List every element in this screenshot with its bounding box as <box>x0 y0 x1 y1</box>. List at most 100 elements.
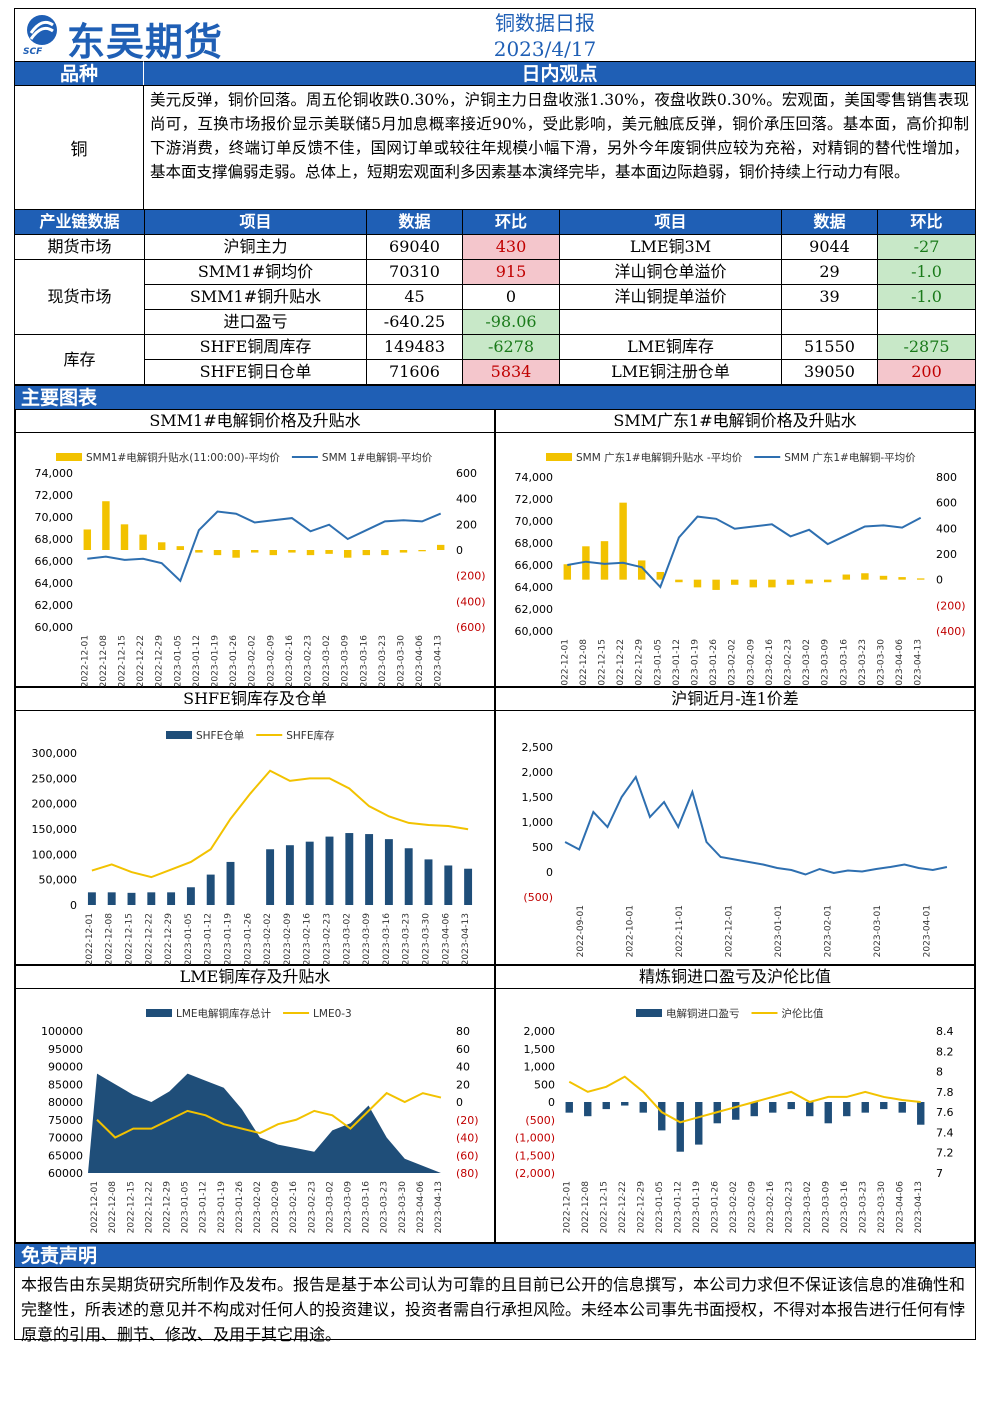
x-tick-label: 2023-01-19 <box>691 639 701 687</box>
hdr-change: 环比 <box>462 209 560 235</box>
value-cell: 71606 <box>366 359 463 385</box>
y-tick-label: 2,500 <box>522 741 554 754</box>
x-tick-label: 2023-04-13 <box>434 635 444 687</box>
bar-mark <box>250 550 259 553</box>
bar-mark <box>167 892 176 905</box>
y2-tick-label: (600) <box>456 621 486 634</box>
bar-mark <box>639 1102 647 1113</box>
y-tick-label: 70000 <box>48 1132 83 1145</box>
group-label: 期货市场 <box>14 234 145 260</box>
report-page: 东吴期货 SCF 铜数据日报 2023/4/17 品种 日内观点 铜 美元反弹，… <box>14 8 976 1344</box>
y-tick-label: 0 <box>548 1096 555 1109</box>
x-tick-label: 2022-12-22 <box>144 1181 154 1233</box>
x-tick-label: 2023-02-09 <box>747 1181 757 1234</box>
bar-mark <box>656 571 665 580</box>
chart-shfe: SHFE仓单 SHFE库存 300,000 250,000 200,000 150,000… <box>32 729 473 965</box>
bar-mark <box>365 834 374 905</box>
y2-tick-label: 800 <box>936 471 957 484</box>
x-tick-label: 2023-02-23 <box>307 1181 317 1233</box>
line-mark <box>96 1091 442 1139</box>
x-tick-label: 2022-12-22 <box>616 639 626 687</box>
y-tick-label: 70,000 <box>515 515 554 528</box>
bar-mark <box>898 1102 906 1113</box>
bar-mark <box>399 550 408 553</box>
x-tick-label: 2023-02-16 <box>289 1181 299 1234</box>
y-tick-label: 2,000 <box>522 766 554 779</box>
bar-mark <box>176 546 185 550</box>
legend-swatch <box>166 731 192 739</box>
legend-label: LME0-3 <box>313 1008 352 1020</box>
bar-mark <box>712 579 720 590</box>
x-tick-label: 2023-01-12 <box>673 1181 683 1233</box>
x-tick-label: 2023-01-19 <box>217 1181 227 1234</box>
x-tick-label: 2023-04-06 <box>416 1181 426 1234</box>
table-row: SMM1#铜升贴水 45 0 洋山铜提单溢价 39 -1.0 <box>15 284 976 310</box>
bar-mark <box>306 550 315 556</box>
y2-tick-label: 400 <box>456 493 477 506</box>
report-title: 铜数据日报 <box>495 11 595 35</box>
bar-mark <box>637 560 646 580</box>
change-cell: -98.06 <box>462 309 560 335</box>
x-tick-label: 2022-12-15 <box>126 1181 136 1233</box>
x-tick-label: 2023-03-30 <box>422 913 432 965</box>
bar-mark <box>127 892 136 905</box>
change-cell: -27 <box>877 234 976 260</box>
y-tick-label: 50,000 <box>39 874 78 887</box>
chart-panel-spread: 沪铜近月-连1价差 2,500 2,000 1,500 1,000 500 0 (500) 2… <box>495 687 975 965</box>
x-tick-label: 2023-02-16 <box>303 913 313 965</box>
legend-label: SHFE仓单 <box>196 729 244 742</box>
chart-panel-lme: LME铜库存及升贴水 LME电解铜库存总计 LME0-3 100000 95000 90… <box>15 965 495 1243</box>
x-tick-label: 2023-03-30 <box>398 1181 408 1234</box>
bar-mark <box>362 550 371 556</box>
area-mark <box>88 1073 450 1173</box>
bar-mark <box>288 550 296 553</box>
x-tick-label: 2022-12-01 <box>80 635 90 687</box>
change-cell: 5834 <box>462 359 560 385</box>
y2-tick-label: 80 <box>456 1025 470 1038</box>
x-tick-label: 2023-01-19 <box>224 913 234 965</box>
x-tick-label: 2023-02-09 <box>746 639 756 687</box>
y-tick-label: 95000 <box>48 1043 83 1056</box>
x-tick-label: 2023-02-09 <box>283 913 293 965</box>
bar-mark <box>157 542 166 550</box>
y-tick-label: (1,000) <box>515 1132 555 1145</box>
y2-tick-label: 200 <box>936 548 957 561</box>
y2-tick-label: 600 <box>456 467 477 480</box>
bar-mark <box>325 550 333 554</box>
charts-header: 主要图表 <box>15 385 975 409</box>
x-tick-label: 2022-12-29 <box>636 1181 646 1234</box>
y2-tick-label: 600 <box>936 497 957 510</box>
hdr-chain: 产业链数据 <box>14 209 145 235</box>
bar-mark <box>749 579 758 588</box>
x-tick-label: 2023-04-01 <box>922 905 932 957</box>
line-mark <box>564 774 948 876</box>
y2-tick-label: 7.4 <box>936 1126 954 1139</box>
value-cell: 39 <box>781 284 878 310</box>
bar-mark <box>424 859 433 905</box>
y-tick-label: 68,000 <box>35 533 74 546</box>
y-tick-label: 100,000 <box>32 848 78 861</box>
value-cell: 45 <box>366 284 463 310</box>
x-tick-label: 2023-03-02 <box>342 913 352 965</box>
y2-tick-label: 0 <box>936 574 943 587</box>
y2-tick-label: 7 <box>936 1167 943 1180</box>
x-tick-label: 2023-02-02 <box>253 1181 263 1233</box>
y-tick-label: (2,000) <box>515 1167 555 1180</box>
y2-tick-label: 7.8 <box>936 1086 954 1099</box>
change-cell: -6278 <box>462 334 560 360</box>
value-cell: 9044 <box>781 234 878 260</box>
chart-panel-shfe: SHFE铜库存及仓单 SHFE仓单 SHFE库存 300,000 250,000 200… <box>15 687 495 965</box>
x-tick-label: 2023-01-26 <box>229 635 239 687</box>
y-tick-label: 72,000 <box>515 493 554 506</box>
x-tick-label: 2023-02-23 <box>304 635 314 687</box>
x-tick-label: 2023-03-23 <box>858 1181 868 1233</box>
y-tick-label: 150,000 <box>32 823 78 836</box>
y2-tick-label: 0 <box>456 1096 463 1109</box>
x-tick-label: 2023-03-30 <box>877 1181 887 1234</box>
table-row: 库存 SHFE铜周库存 149483 -6278 LME铜库存 51550 -2… <box>14 334 976 385</box>
y-tick-label: (500) <box>525 1114 555 1127</box>
x-tick-label: 2023-04-13 <box>434 1181 444 1233</box>
change-cell: 0 <box>462 284 560 310</box>
y2-tick-label: (20) <box>456 1114 479 1127</box>
y-tick-label: 64,000 <box>515 581 554 594</box>
